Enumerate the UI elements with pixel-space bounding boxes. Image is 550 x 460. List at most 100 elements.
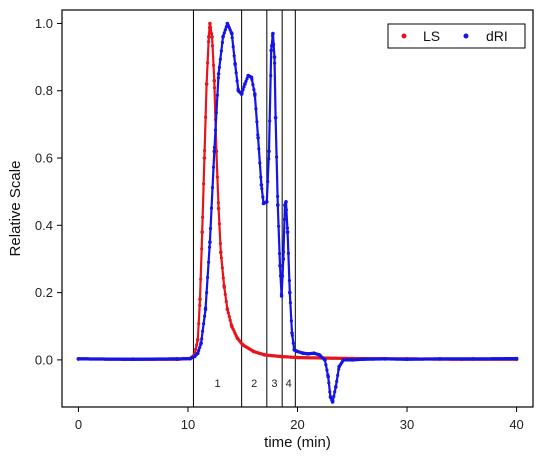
data-point-dri xyxy=(361,357,366,362)
data-point-ls xyxy=(219,250,223,254)
series-ls-point xyxy=(224,300,228,304)
data-point-dri xyxy=(278,263,282,268)
series-dri-point xyxy=(277,224,281,228)
data-point-dri xyxy=(471,357,475,361)
data-point-ls xyxy=(208,21,212,26)
series-dri-point xyxy=(325,368,329,372)
series-dri-point xyxy=(202,322,206,326)
data-point-dri xyxy=(337,364,341,369)
data-point-dri xyxy=(288,290,292,295)
data-point-dri xyxy=(281,257,286,261)
series-dri-point xyxy=(289,319,293,323)
data-point-dri xyxy=(279,294,284,298)
data-point-dri xyxy=(236,88,241,93)
data-point-dri xyxy=(284,200,288,204)
y-axis-label: Relative Scale xyxy=(7,161,24,257)
series-dri-point xyxy=(205,291,209,295)
series-dri-point xyxy=(234,71,238,75)
data-point-ls xyxy=(196,337,200,342)
series-ls-point xyxy=(210,44,215,48)
x-tick-label: 30 xyxy=(400,417,414,432)
data-point-dri xyxy=(175,357,179,361)
data-point-dri xyxy=(272,55,277,59)
series-dri-point xyxy=(288,301,292,305)
data-point-dri xyxy=(292,348,297,352)
data-point-dri xyxy=(514,356,519,361)
legend-ls-marker xyxy=(401,33,407,39)
data-point-dri xyxy=(326,374,331,379)
series-ls-point xyxy=(221,276,225,280)
data-point-ls xyxy=(295,355,300,360)
series-ls-line xyxy=(78,22,517,361)
data-point-dri xyxy=(438,357,442,361)
series-dri-point xyxy=(235,79,239,83)
data-point-dri xyxy=(301,351,305,356)
series-dri-point xyxy=(213,128,218,132)
series-dri-point xyxy=(261,195,265,199)
data-point-dri xyxy=(328,395,333,399)
data-point-dri xyxy=(265,200,269,204)
data-point-ls xyxy=(230,324,234,329)
y-tick-label: 0.2 xyxy=(35,285,53,300)
series-dri-point xyxy=(254,107,258,111)
series-ls-point xyxy=(203,149,207,153)
series-ls-point xyxy=(215,175,219,179)
data-point-dri xyxy=(225,21,230,26)
series-dri-point xyxy=(287,278,291,283)
data-point-dri xyxy=(261,201,266,206)
series-dri-point xyxy=(230,36,234,40)
data-point-dri xyxy=(295,349,300,354)
series-ls-point xyxy=(207,40,211,44)
series-dri-point xyxy=(208,226,213,231)
data-point-dri xyxy=(246,73,250,78)
data-point-dri xyxy=(273,115,278,120)
series-dri-line xyxy=(78,22,517,404)
series-dri-point xyxy=(281,250,286,254)
series-ls-point xyxy=(226,311,230,315)
data-point-ls xyxy=(210,35,214,39)
x-tick-label: 0 xyxy=(75,417,82,432)
data-point-dri xyxy=(203,307,208,312)
legend-dri-label: dRI xyxy=(486,28,508,44)
series-dri-point xyxy=(222,31,226,35)
series-ls-point xyxy=(204,115,208,119)
series-ls-point xyxy=(209,31,214,36)
series-ls-point xyxy=(202,182,206,186)
series-dri-point xyxy=(245,77,249,81)
legend-dri-marker xyxy=(463,33,469,39)
series-dri-point xyxy=(198,345,202,350)
series-ls-point xyxy=(198,303,202,307)
x-tick-label: 20 xyxy=(290,417,304,432)
series-dri-point xyxy=(217,65,221,69)
data-point-dri xyxy=(256,136,260,140)
series-dri-point xyxy=(285,226,289,230)
region-label-2: 2 xyxy=(251,378,257,390)
series-dri-point xyxy=(209,206,214,210)
data-point-dri xyxy=(350,358,355,362)
series-ls-point xyxy=(223,292,227,297)
series-ls-point xyxy=(218,241,222,246)
data-point-dri xyxy=(405,357,409,362)
series-dri xyxy=(76,21,519,404)
legend-box xyxy=(387,23,526,49)
data-point-ls xyxy=(198,297,202,302)
series-dri-point xyxy=(214,111,218,115)
data-point-dri xyxy=(334,385,338,389)
series-dri-point xyxy=(206,275,210,280)
data-point-ls xyxy=(222,284,226,288)
data-point-dri xyxy=(221,35,225,39)
series-dri-point xyxy=(201,329,205,333)
series-dri-point xyxy=(282,217,287,222)
series-dri-point xyxy=(219,49,223,53)
series-dri-point xyxy=(241,88,245,92)
data-point-dri xyxy=(188,356,192,361)
series-dri-point xyxy=(335,379,339,383)
series-dri-point xyxy=(216,76,220,80)
series-ls-point xyxy=(199,277,203,281)
series-dri-point xyxy=(231,45,235,49)
legend-ls-label: LS xyxy=(423,28,440,44)
series-dri-point xyxy=(280,274,285,278)
region-label-4: 4 xyxy=(286,378,292,390)
series-dri-point xyxy=(275,155,279,159)
